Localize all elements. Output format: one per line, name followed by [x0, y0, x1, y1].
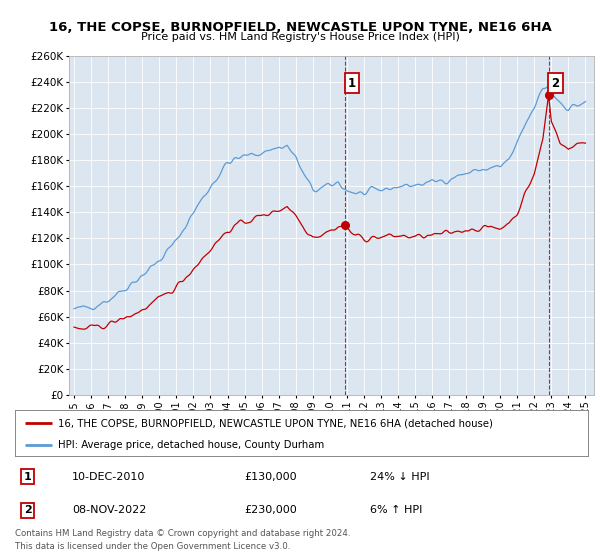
Text: 10-DEC-2010: 10-DEC-2010 — [73, 472, 146, 482]
Text: 6% ↑ HPI: 6% ↑ HPI — [370, 505, 422, 515]
Text: Price paid vs. HM Land Registry's House Price Index (HPI): Price paid vs. HM Land Registry's House … — [140, 32, 460, 42]
Text: 08-NOV-2022: 08-NOV-2022 — [73, 505, 146, 515]
Text: £130,000: £130,000 — [244, 472, 297, 482]
Text: 16, THE COPSE, BURNOPFIELD, NEWCASTLE UPON TYNE, NE16 6HA (detached house): 16, THE COPSE, BURNOPFIELD, NEWCASTLE UP… — [58, 418, 493, 428]
Text: HPI: Average price, detached house, County Durham: HPI: Average price, detached house, Coun… — [58, 440, 324, 450]
Text: 16, THE COPSE, BURNOPFIELD, NEWCASTLE UPON TYNE, NE16 6HA: 16, THE COPSE, BURNOPFIELD, NEWCASTLE UP… — [49, 21, 551, 34]
Text: 2: 2 — [551, 77, 559, 90]
Text: £230,000: £230,000 — [244, 505, 297, 515]
Text: Contains HM Land Registry data © Crown copyright and database right 2024.: Contains HM Land Registry data © Crown c… — [15, 529, 350, 538]
Text: 24% ↓ HPI: 24% ↓ HPI — [370, 472, 430, 482]
Text: 1: 1 — [24, 472, 31, 482]
Text: 1: 1 — [348, 77, 356, 90]
Text: This data is licensed under the Open Government Licence v3.0.: This data is licensed under the Open Gov… — [15, 542, 290, 550]
Text: 2: 2 — [24, 505, 31, 515]
